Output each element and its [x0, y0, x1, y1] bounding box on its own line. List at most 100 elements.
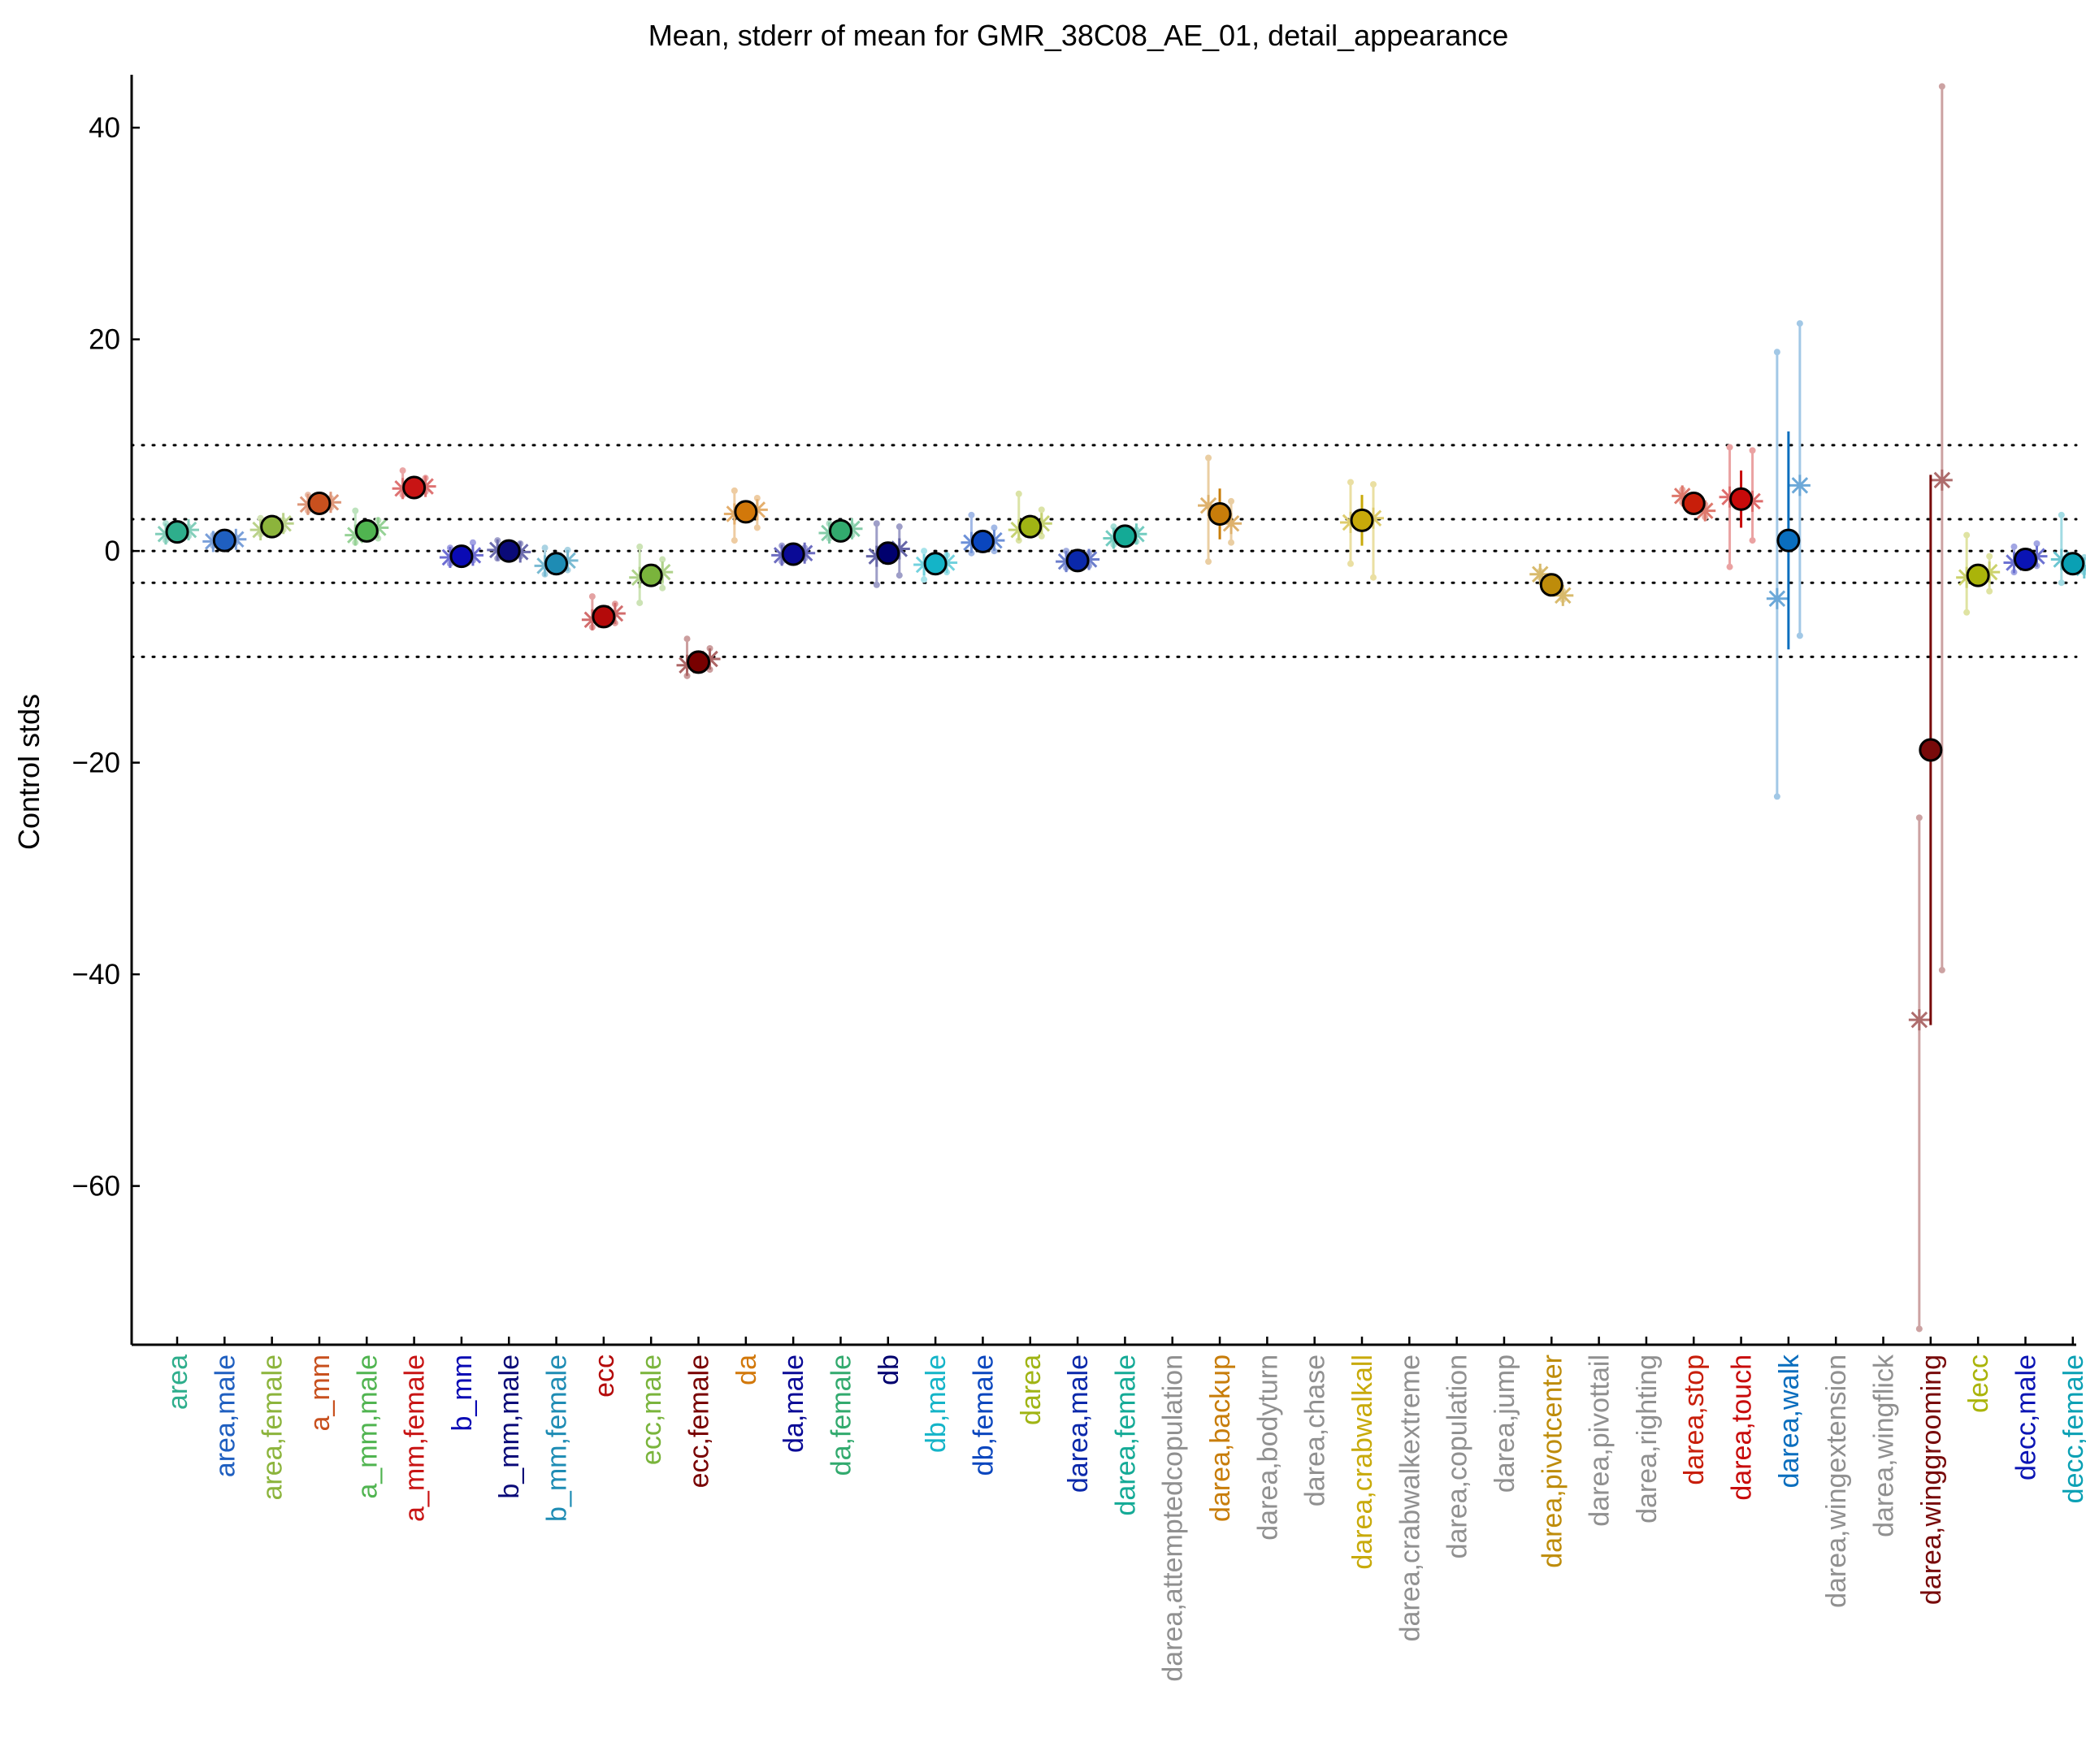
y-tick-label: 20: [89, 324, 120, 356]
sex-point: [1038, 532, 1045, 540]
category-marks: [1340, 479, 1384, 581]
mean-marker: [734, 500, 758, 524]
mean-marker: [1350, 508, 1374, 532]
category-marks: [487, 537, 531, 563]
x-tick-label: darea,copulation: [1442, 1354, 1473, 1558]
sex-point: [1938, 966, 1945, 973]
sex-point: [896, 523, 903, 531]
x-axis: area area,male area,female a_mm a_mm,male a_m…: [132, 1337, 2086, 1682]
category-marks: [345, 507, 389, 546]
category-marks: [723, 487, 768, 544]
x-tick-label: darea,walk: [1774, 1354, 1805, 1488]
sex-point: [1726, 444, 1733, 451]
sex-point: [1370, 481, 1377, 488]
male-mean-star: [1908, 1009, 1930, 1031]
sex-point: [1773, 793, 1780, 800]
data-marks: [155, 83, 2086, 1333]
x-tick-label: darea,jump: [1490, 1354, 1520, 1493]
sex-point: [921, 548, 928, 555]
category-marks: [1529, 563, 1574, 606]
sex-point: [873, 520, 880, 527]
sex-point: [1110, 523, 1117, 531]
mean-marker: [260, 514, 284, 539]
category-marks: [1198, 454, 1242, 566]
mean-marker: [1729, 487, 1754, 511]
category-marks: [1103, 523, 1147, 549]
sex-point: [1347, 479, 1354, 486]
category-marks: [2003, 540, 2048, 576]
sex-point: [1228, 497, 1235, 505]
x-tick-label: decc,female: [2058, 1354, 2086, 1503]
sex-point: [588, 593, 596, 600]
x-tick-label: ecc: [589, 1354, 620, 1398]
x-tick-label: da,male: [778, 1354, 809, 1453]
x-tick-label: a_mm: [305, 1354, 336, 1431]
x-tick-label: ecc,male: [636, 1354, 667, 1465]
category-marks: [249, 513, 294, 541]
x-tick-label: darea,chase: [1300, 1354, 1331, 1506]
sex-point: [564, 546, 571, 553]
category-marks: [865, 520, 910, 588]
sex-point: [2058, 511, 2065, 518]
sex-point: [1228, 539, 1235, 546]
sex-point: [683, 672, 691, 679]
sex-point: [968, 511, 975, 518]
female-mean-star: [1789, 475, 1811, 496]
category-marks: [676, 635, 721, 679]
mean-marker: [687, 650, 711, 674]
category-marks: [202, 528, 247, 553]
mean-marker: [1539, 573, 1563, 597]
x-tick-label: a_mm,female: [400, 1354, 431, 1522]
sex-point: [636, 543, 644, 550]
sex-point: [1915, 1325, 1923, 1333]
x-tick-label: b_mm: [447, 1354, 478, 1431]
x-tick-label: darea,female: [1110, 1354, 1141, 1515]
y-tick-label: 0: [105, 535, 120, 567]
female-mean-star: [1931, 469, 1953, 491]
y-tick-label: −40: [72, 959, 120, 990]
mean-marker: [1065, 548, 1090, 573]
reference-lines: [130, 444, 2078, 658]
mean-marker: [354, 518, 379, 543]
category-marks: [818, 518, 863, 544]
category-marks: [155, 519, 199, 545]
category-marks: [297, 492, 341, 516]
sex-point: [1773, 349, 1780, 356]
x-tick-label: a_mm,male: [352, 1354, 383, 1499]
sex-point: [873, 581, 880, 588]
sex-point: [659, 556, 666, 563]
sex-point: [659, 584, 666, 592]
sex-point: [1796, 632, 1803, 639]
category-marks: [392, 467, 436, 500]
category-marks: [913, 548, 958, 583]
sex-point: [731, 487, 738, 494]
sex-point: [706, 644, 713, 652]
category-marks: [1719, 444, 1763, 570]
y-tick-label: 40: [89, 112, 120, 144]
category-marks: [961, 511, 1005, 557]
sex-point: [541, 544, 549, 552]
sex-point: [163, 520, 169, 527]
category-marks: [1908, 83, 1953, 1333]
category-marks: [771, 542, 816, 566]
x-tick-label: area,female: [258, 1354, 288, 1501]
mean-marker: [1112, 524, 1137, 548]
chart-title: Mean, stderr of mean for GMR_38C08_AE_01…: [648, 19, 1509, 52]
x-tick-label: darea,wingextension: [1821, 1354, 1852, 1608]
mean-marker: [307, 492, 332, 516]
category-marks: [534, 544, 579, 578]
sex-point: [257, 514, 264, 522]
mean-marker: [497, 539, 521, 563]
x-tick-label: da: [731, 1354, 762, 1385]
sex-point: [469, 539, 476, 546]
y-axis: 40 20 0 −20 −40 −60: [72, 75, 140, 1345]
sex-point: [1370, 574, 1377, 581]
sex-point: [1205, 454, 1212, 462]
mean-marker: [402, 475, 427, 500]
mean-marker: [1208, 502, 1232, 527]
sex-point: [921, 576, 928, 583]
x-tick-label: darea,stop: [1679, 1354, 1710, 1485]
sex-point: [1038, 506, 1045, 514]
sex-point: [1063, 548, 1070, 555]
